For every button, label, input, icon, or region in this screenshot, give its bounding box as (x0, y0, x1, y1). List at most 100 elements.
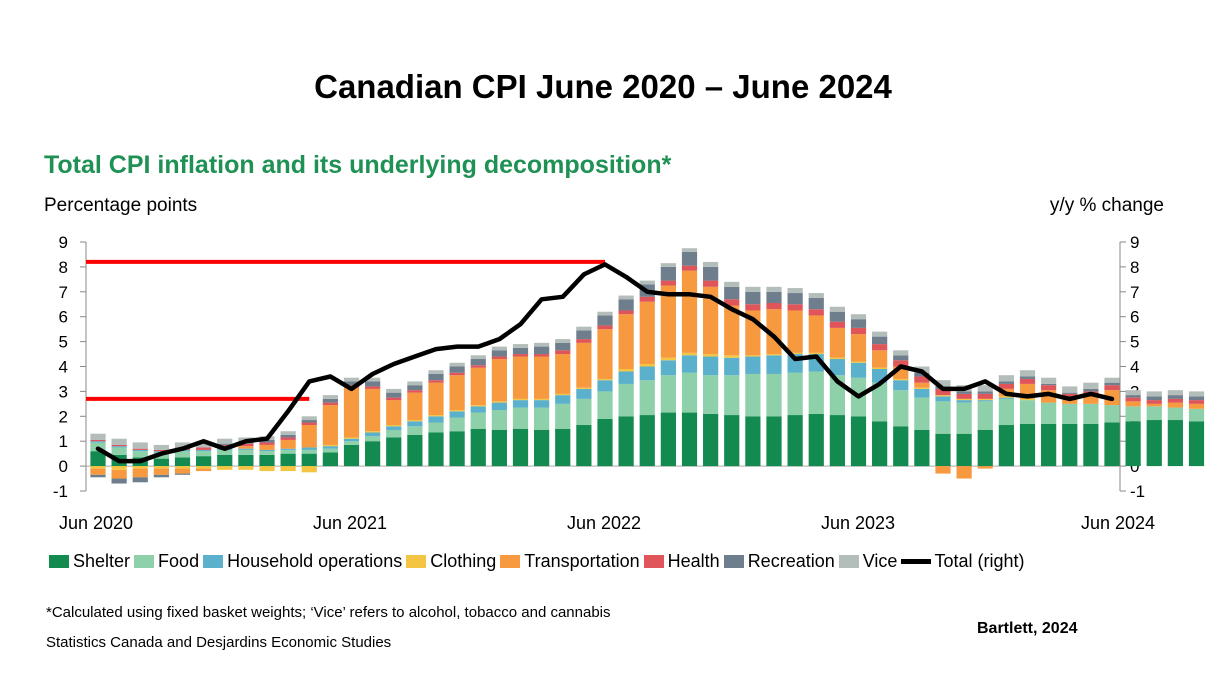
bar-segment-vice (386, 388, 402, 393)
bar-segment-household-operations (703, 356, 719, 376)
bar-segment-shelter (618, 416, 634, 467)
bar-segment-household-operations (386, 426, 402, 430)
bar-segment-health (703, 280, 719, 287)
left-axis-unit: Percentage points (44, 195, 198, 216)
legend-label: Health (667, 551, 720, 571)
bar-segment-transportation (111, 469, 127, 479)
bar-segment-recreation (343, 381, 360, 386)
bar-segment-clothing (428, 415, 444, 417)
bar-segment-clothing (681, 352, 698, 356)
bar-segment-recreation (1062, 392, 1078, 394)
bar-segment-food (914, 397, 930, 430)
bar-segment-health (576, 339, 592, 343)
bar-segment-transportation (449, 375, 465, 411)
bar-segment-household-operations (407, 421, 423, 427)
bar-segment-transportation (512, 356, 529, 399)
bar-segment-household-operations (555, 395, 571, 404)
bar-segment-clothing (259, 466, 275, 472)
right-tick-label: 6 (1130, 308, 1139, 327)
bar-segment-food (301, 449, 317, 454)
bar-segment-shelter (660, 412, 676, 467)
bar-segment-vice (365, 377, 381, 382)
legend-swatch (203, 555, 224, 568)
bar-segment-clothing (893, 378, 909, 381)
bar-segment-vice (90, 433, 106, 440)
bar-segment-transportation (787, 310, 803, 353)
bar-segment-shelter (1104, 422, 1120, 467)
bar-segment-vice (681, 248, 698, 252)
bar-segment-recreation (1019, 376, 1036, 379)
bar-segment-transportation (407, 392, 423, 421)
bar-segment-vice (1188, 391, 1205, 397)
bar-segment-household-operations (956, 400, 972, 403)
bar-segment-shelter (196, 456, 212, 467)
chart-title: Total CPI inflation and its underlying d… (44, 151, 672, 179)
bar-segment-vice (1062, 386, 1078, 393)
bar-segment-shelter (280, 453, 296, 467)
bar-segment-recreation (132, 477, 148, 483)
bar-segment-health (893, 360, 909, 367)
bar-segment-transportation (914, 382, 930, 388)
legend-label: Transportation (524, 551, 640, 571)
page-title: Canadian CPI June 2020 – June 2024 (314, 68, 892, 105)
bar-segment-vice (660, 263, 676, 267)
bar-segment-shelter (1146, 420, 1162, 467)
legend-item-food: Food (134, 551, 199, 572)
bar-segment-recreation (724, 286, 740, 300)
bar-segment-vice (850, 314, 867, 320)
bar-segment-clothing (90, 466, 106, 469)
bar-segment-health (470, 365, 486, 368)
bar-segment-transportation (1083, 396, 1099, 404)
bar-segment-transportation (555, 354, 571, 394)
bar-segment-shelter (724, 415, 740, 467)
bar-segment-recreation (956, 391, 972, 394)
bar-segment-transportation (703, 286, 719, 355)
bar-segment-food (787, 372, 803, 416)
bar-segment-health (956, 393, 972, 399)
bar-segment-clothing (703, 354, 719, 357)
bar-segment-transportation (301, 425, 317, 448)
bar-segment-clothing (618, 368, 634, 372)
bar-segment-food (597, 391, 613, 419)
bar-segment-household-operations (660, 360, 676, 376)
bar-segment-recreation (217, 443, 233, 445)
bar-segment-health (660, 280, 676, 286)
bar-segment-clothing (153, 466, 169, 469)
bar-segment-clothing (850, 361, 867, 363)
bar-segment-health (618, 310, 634, 315)
bar-segment-health (90, 439, 106, 442)
bar-segment-recreation (766, 291, 782, 304)
bar-segment-food (280, 449, 296, 454)
bar-segment-clothing (660, 357, 676, 361)
legend-swatch (643, 555, 664, 568)
bar-segment-transportation (259, 444, 275, 450)
left-tick-label: -1 (53, 482, 68, 501)
bar-segment-health (998, 383, 1014, 389)
legend-label: Total (right) (934, 551, 1025, 571)
bar-segment-health (914, 376, 930, 383)
bar-segment-clothing (639, 364, 655, 367)
bar-segment-clothing (449, 410, 465, 412)
legend-item-household-operations: Household operations (203, 551, 402, 572)
bar-segment-clothing (365, 431, 381, 433)
bar-segment-health (1146, 400, 1162, 404)
bar-segment-clothing (322, 444, 338, 447)
bar-segment-transportation (534, 356, 550, 399)
right-tick-label: 7 (1130, 283, 1139, 302)
right-tick-label: 0 (1130, 457, 1139, 476)
bar-segment-vice (872, 331, 888, 337)
bar-segment-health (491, 356, 507, 360)
bar-segment-shelter (555, 428, 571, 467)
bar-segment-transportation (1167, 402, 1183, 408)
right-tick-label: 8 (1130, 258, 1139, 277)
bar-segment-shelter (512, 428, 529, 467)
legend-item-shelter: Shelter (49, 551, 130, 572)
bar-segment-food (196, 451, 212, 457)
bar-segment-health (1125, 397, 1141, 402)
bar-segment-clothing (998, 396, 1014, 398)
bar-segment-vice (1104, 377, 1120, 383)
right-tick-label: 5 (1130, 333, 1139, 352)
bar-segment-transportation (808, 315, 824, 353)
bar-segment-health (872, 344, 888, 351)
legend-swatch (406, 555, 427, 568)
